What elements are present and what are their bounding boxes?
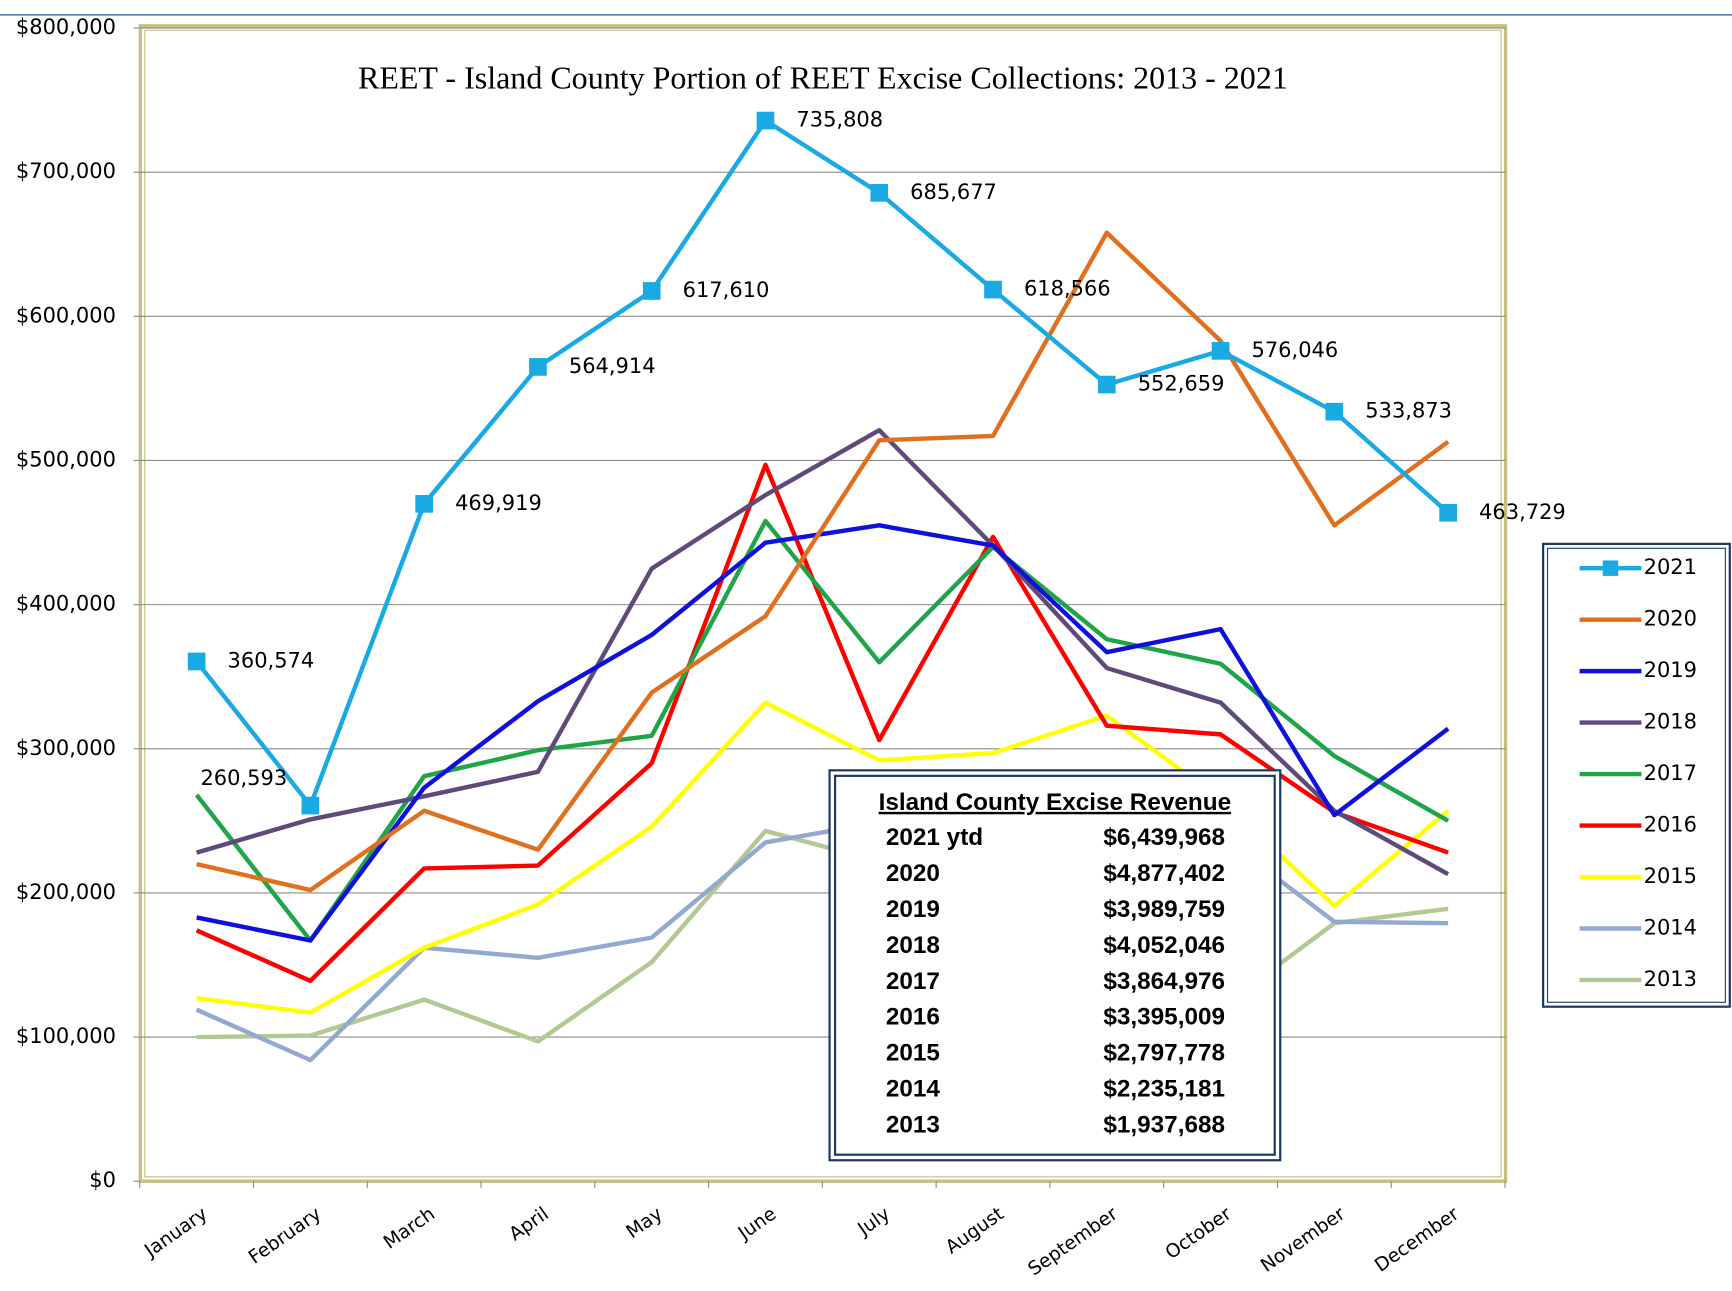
- point-marker: [1325, 402, 1344, 421]
- table-amount: $2,797,778: [1103, 1040, 1225, 1067]
- legend-marker: [1602, 560, 1619, 576]
- point-marker: [1097, 375, 1116, 394]
- plot-frame-inner: [144, 29, 1502, 1178]
- legend-label: 2013: [1644, 967, 1697, 991]
- series-line: [196, 230, 1450, 893]
- y-tick-label: $100,000: [16, 1024, 116, 1048]
- x-tick-label: February: [245, 1204, 325, 1269]
- table-amount: $4,052,046: [1103, 932, 1225, 959]
- point-marker: [756, 111, 775, 130]
- table-amount: $6,439,968: [1103, 824, 1225, 851]
- data-label: 463,729: [1479, 500, 1566, 524]
- series-line: [195, 462, 1449, 984]
- table-year: 2018: [886, 932, 940, 959]
- table-amount: $3,864,976: [1103, 968, 1225, 995]
- series-line: [194, 518, 1450, 943]
- legend-label: 2020: [1644, 607, 1697, 631]
- table-year: 2014: [886, 1076, 941, 1103]
- data-label: 552,659: [1138, 372, 1225, 396]
- table-title: Island County Excise Revenue: [879, 789, 1231, 816]
- table-amount: $3,395,009: [1103, 1004, 1225, 1031]
- legend-label: 2015: [1644, 864, 1697, 888]
- table-amount: $3,989,759: [1103, 896, 1225, 923]
- data-label: 360,574: [228, 648, 315, 672]
- point-marker: [187, 652, 206, 671]
- series-line: [196, 523, 1450, 943]
- table-year: 2013: [886, 1111, 940, 1138]
- legend-label: 2014: [1644, 915, 1697, 939]
- series-line: [195, 428, 1450, 877]
- point-marker: [1439, 503, 1457, 522]
- data-label: 564,914: [569, 354, 656, 378]
- x-tick-label: April: [506, 1204, 553, 1246]
- data-label: 685,677: [910, 180, 997, 204]
- x-tick-label: December: [1371, 1203, 1463, 1276]
- y-tick-label: $300,000: [16, 736, 116, 760]
- point-marker: [529, 358, 547, 376]
- chart-title: REET - Island County Portion of REET Exc…: [358, 59, 1288, 95]
- table-year: 2019: [886, 896, 940, 923]
- point-marker: [415, 495, 433, 513]
- x-tick-label: September: [1025, 1203, 1122, 1280]
- x-tick-label: March: [380, 1204, 439, 1254]
- data-label: 617,610: [683, 278, 770, 302]
- y-tick-label: $200,000: [16, 880, 116, 904]
- data-label: 260,593: [200, 766, 287, 790]
- table-amount: $4,877,402: [1103, 860, 1225, 887]
- series-line: [194, 118, 1450, 808]
- lines: [187, 111, 1457, 1063]
- data-label: 576,046: [1252, 338, 1339, 362]
- y-tick-label: $700,000: [16, 159, 116, 183]
- data-label: 533,873: [1365, 399, 1452, 423]
- legend: 2021 2020 2019 2018 2017 2016 2015 2014 2013: [1542, 542, 1731, 1008]
- data-label: 469,919: [455, 491, 542, 515]
- x-tick-label: October: [1162, 1203, 1236, 1263]
- legend-label: 2019: [1644, 658, 1697, 682]
- table-amount: $1,937,688: [1103, 1111, 1225, 1138]
- legend-label: 2016: [1644, 813, 1697, 837]
- table-amount: $2,235,181: [1103, 1076, 1225, 1103]
- data-label: 735,808: [796, 108, 883, 132]
- y-tick-label: $600,000: [16, 303, 116, 327]
- point-marker: [642, 282, 661, 300]
- legend-label: 2017: [1644, 761, 1697, 785]
- y-tick-label: $400,000: [16, 592, 116, 616]
- point-marker: [1211, 342, 1230, 360]
- point-marker: [301, 796, 320, 815]
- grid: [133, 27, 1506, 1188]
- x-tick-label: August: [942, 1204, 1008, 1259]
- x-tick-label: May: [623, 1204, 667, 1243]
- table-year: 2021 ytd: [886, 824, 983, 851]
- table-year: 2017: [886, 968, 940, 995]
- legend-label: 2018: [1644, 710, 1697, 734]
- x-tick-label: January: [140, 1204, 211, 1263]
- x-tick-label: November: [1257, 1203, 1349, 1276]
- data-label: 618,566: [1024, 277, 1111, 301]
- legend-label: 2021: [1644, 555, 1697, 579]
- y-tick-label: $800,000: [16, 15, 116, 39]
- y-tick-label: $500,000: [16, 447, 116, 471]
- point-marker: [984, 280, 1002, 299]
- table-frame: [828, 769, 1282, 1162]
- table-frame-inner: [833, 774, 1276, 1156]
- point-marker: [870, 183, 889, 202]
- x-tick-label: July: [854, 1204, 895, 1241]
- y-tick-label: $0: [89, 1168, 116, 1192]
- table-year: 2015: [886, 1040, 940, 1067]
- x-tick-label: June: [734, 1204, 780, 1245]
- table-year: 2016: [886, 1004, 940, 1031]
- legend-frame-inner: [1546, 547, 1726, 1003]
- table-year: 2020: [886, 860, 940, 887]
- summary-table: Island County Excise Revenue 2021 ytd $6,4…: [828, 769, 1282, 1162]
